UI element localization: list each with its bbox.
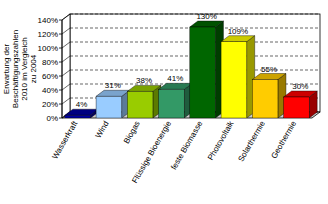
chart: 0% 20% 40% 60% 80% 100% 120% 140% 4% 31% 38% 41% 130… <box>0 0 328 204</box>
tick-label: 120% <box>38 30 58 39</box>
tick-label: 40% <box>42 86 58 95</box>
data-label: 30% <box>292 82 308 91</box>
tick-label: 60% <box>42 72 58 81</box>
data-label: 109% <box>228 27 248 36</box>
grid-line <box>62 84 70 90</box>
category-label: Wind <box>94 120 111 140</box>
tick <box>59 104 62 105</box>
grid-line <box>70 14 320 15</box>
tick-label: 80% <box>42 58 58 67</box>
grid-line <box>62 28 70 34</box>
tick-label: 0% <box>46 114 58 123</box>
y-axis-title-line: Erwartung der <box>2 44 11 95</box>
category-label: Geothermie <box>269 119 298 160</box>
tick <box>59 76 62 77</box>
y-axis-title-line: zu 2004 <box>29 54 38 83</box>
bar-top <box>159 83 193 89</box>
grid-line <box>62 98 70 104</box>
tick <box>59 20 62 21</box>
category-label: Solarthermie <box>236 119 267 163</box>
grid-line <box>62 14 70 20</box>
bar-top <box>221 36 255 42</box>
bar <box>96 96 122 118</box>
bar-top <box>252 74 286 80</box>
y-axis-title-line: 2010 im Vergleich <box>20 37 29 101</box>
bar <box>159 89 185 118</box>
bar <box>284 97 310 118</box>
tick <box>59 118 62 119</box>
bar-top <box>284 91 318 97</box>
category-label: Biogas <box>122 120 142 146</box>
tick-label: 20% <box>42 100 58 109</box>
tick <box>59 90 62 91</box>
bar <box>252 80 278 119</box>
grid-line <box>62 70 70 76</box>
bar <box>127 91 153 118</box>
tick <box>59 62 62 63</box>
grid-line <box>62 42 70 48</box>
bar <box>221 42 247 118</box>
data-label: 4% <box>76 100 88 109</box>
data-label: 38% <box>136 76 152 85</box>
category-label: feste Biomasse <box>169 119 204 171</box>
bar-top <box>65 109 99 115</box>
data-label: 31% <box>105 81 121 90</box>
bar <box>65 115 91 118</box>
y-axis-title: Erwartung derBeschäftigungszahlen2010 im… <box>2 30 38 108</box>
grid-line <box>62 56 70 62</box>
tick <box>59 34 62 35</box>
bars <box>65 21 317 118</box>
tick <box>59 48 62 49</box>
tick-label: 100% <box>38 44 58 53</box>
data-label: 41% <box>167 74 183 83</box>
y-axis <box>62 20 63 118</box>
tick-label: 140% <box>38 16 58 25</box>
category-label: Photovoltaik <box>206 119 236 162</box>
labels: 4% 31% 38% 41% 130% 109% 55% 30% <box>76 12 309 109</box>
bar-top <box>96 90 130 96</box>
data-label: 130% <box>196 12 216 21</box>
category-label: Flüssige Bioenergie <box>130 119 173 185</box>
category-label: Wasserkraft <box>50 119 79 161</box>
bar <box>190 27 216 118</box>
bar-top <box>127 85 161 91</box>
data-label: 55% <box>261 65 277 74</box>
bar-top <box>190 21 224 27</box>
y-axis-title-line: Beschäftigungszahlen <box>11 30 20 108</box>
side-wall <box>62 14 70 118</box>
